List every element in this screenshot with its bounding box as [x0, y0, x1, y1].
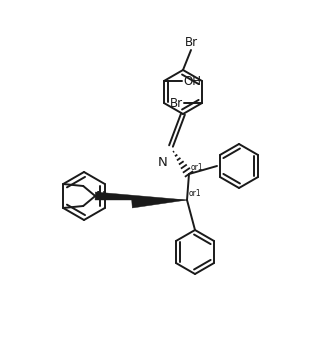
Polygon shape: [132, 200, 187, 208]
Text: Br: Br: [184, 36, 197, 49]
Text: N: N: [96, 189, 106, 202]
Text: or1: or1: [191, 163, 204, 172]
Polygon shape: [95, 192, 187, 200]
Text: or1: or1: [189, 189, 202, 198]
Text: Br: Br: [170, 96, 183, 109]
Text: OH: OH: [183, 75, 201, 87]
Text: N: N: [158, 156, 168, 169]
